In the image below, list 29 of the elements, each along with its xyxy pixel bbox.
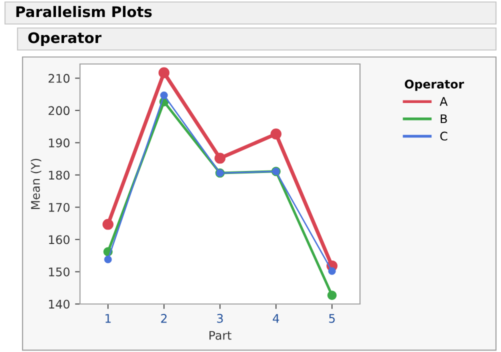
point (327, 290, 337, 300)
chart-subtitle: Operator (28, 32, 102, 46)
legend-label: C (440, 132, 448, 141)
point (158, 67, 170, 78)
y-tick-label: 150 (49, 267, 70, 276)
point (160, 91, 168, 100)
y-tick-label: 210 (48, 74, 70, 83)
legend-label: A (440, 97, 448, 106)
y-tick-label: 190 (49, 138, 70, 148)
point (102, 218, 114, 230)
point (214, 152, 226, 164)
x-tick-label: 5 (329, 314, 335, 323)
x-tick-label: 1 (106, 314, 111, 323)
point (104, 256, 112, 264)
x-axis-title: Part (210, 331, 232, 340)
legend-label: B (440, 114, 447, 124)
y-tick-label: 140 (49, 300, 70, 309)
point (270, 128, 282, 140)
x-tick-label: 4 (272, 314, 280, 323)
y-tick-label: 170 (49, 202, 70, 212)
legend-title: Operator (404, 80, 464, 91)
chart-title: Parallelism Plots (16, 6, 152, 18)
y-axis-title: Mean (Y) (30, 158, 42, 210)
y-tick-label: 180 (49, 170, 70, 180)
x-tick-label: 2 (161, 314, 167, 323)
y-tick-label: 200 (48, 106, 70, 116)
x-tick-label: 3 (217, 314, 223, 323)
y-tick-label: 160 (49, 235, 70, 244)
point (328, 267, 336, 275)
